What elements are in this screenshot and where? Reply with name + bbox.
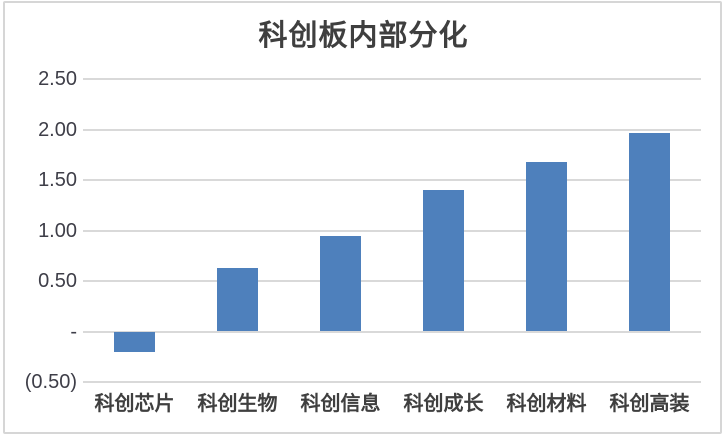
x-axis-category-label: 科创生物 [197, 393, 278, 415]
bar-科创生物 [217, 267, 258, 332]
x-axis-category-label: 科创成长 [403, 393, 484, 415]
x-axis-category-label: 科创材料 [506, 393, 587, 415]
y-axis-tick-label: 1.50 [38, 169, 77, 191]
bar-科创信息 [320, 235, 361, 332]
bar-科创芯片 [114, 331, 155, 352]
chart-border-frame [3, 1, 722, 434]
gridline [83, 330, 701, 333]
y-axis-tick-label: - [70, 320, 77, 343]
gridline [83, 381, 701, 383]
gridline [83, 78, 701, 80]
bar-科创高装 [629, 132, 670, 332]
y-axis-tick-label: (0.50) [24, 371, 77, 393]
y-axis-tick-label: 2.50 [38, 68, 77, 90]
gridline [83, 179, 701, 181]
x-axis-category-label: 科创高装 [609, 393, 690, 415]
gridline [83, 128, 701, 131]
bar-科创材料 [526, 161, 567, 332]
gridline [83, 229, 701, 232]
gridline [83, 280, 701, 282]
y-axis-tick-label: 1.00 [38, 219, 77, 242]
y-axis-tick-label: 0.50 [38, 270, 77, 292]
x-axis-category-label: 科创芯片 [94, 393, 175, 415]
y-axis-tick-label: 2.00 [38, 118, 77, 141]
bar-科创成长 [423, 190, 464, 332]
x-axis-category-label: 科创信息 [300, 393, 381, 415]
chart-title: 科创板内部分化 [258, 20, 469, 52]
